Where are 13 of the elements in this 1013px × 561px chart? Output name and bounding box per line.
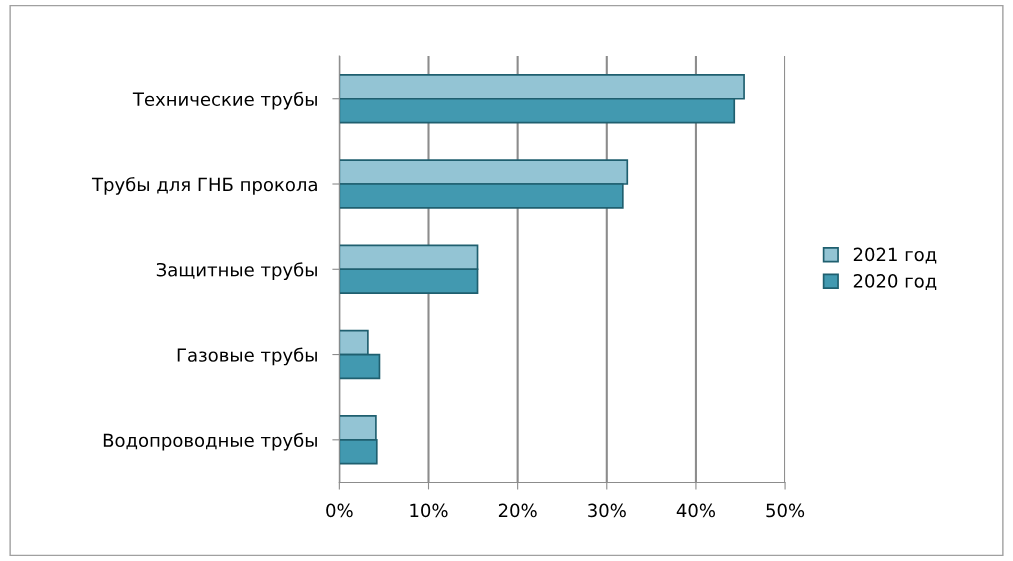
x-tick-label: 50% <box>766 503 805 518</box>
y-tick-label: Газовые трубы <box>177 347 317 366</box>
legend-label: 2020 год <box>853 274 937 291</box>
y-tick-label: Защитные трубы <box>156 262 317 281</box>
x-tick-label: 0% <box>326 503 353 518</box>
x-tick-label: 30% <box>588 503 626 518</box>
legend-label: 2021 год <box>853 247 937 264</box>
y-tick-label: Технические трубы <box>132 91 317 110</box>
x-tick-label: 40% <box>676 503 715 518</box>
x-tick-label: 20% <box>498 503 537 518</box>
x-tick-label: 10% <box>410 503 448 518</box>
y-tick-label: Трубы для ГНБ прокола <box>91 176 317 195</box>
y-tick-label: Водопроводные трубы <box>103 432 317 451</box>
